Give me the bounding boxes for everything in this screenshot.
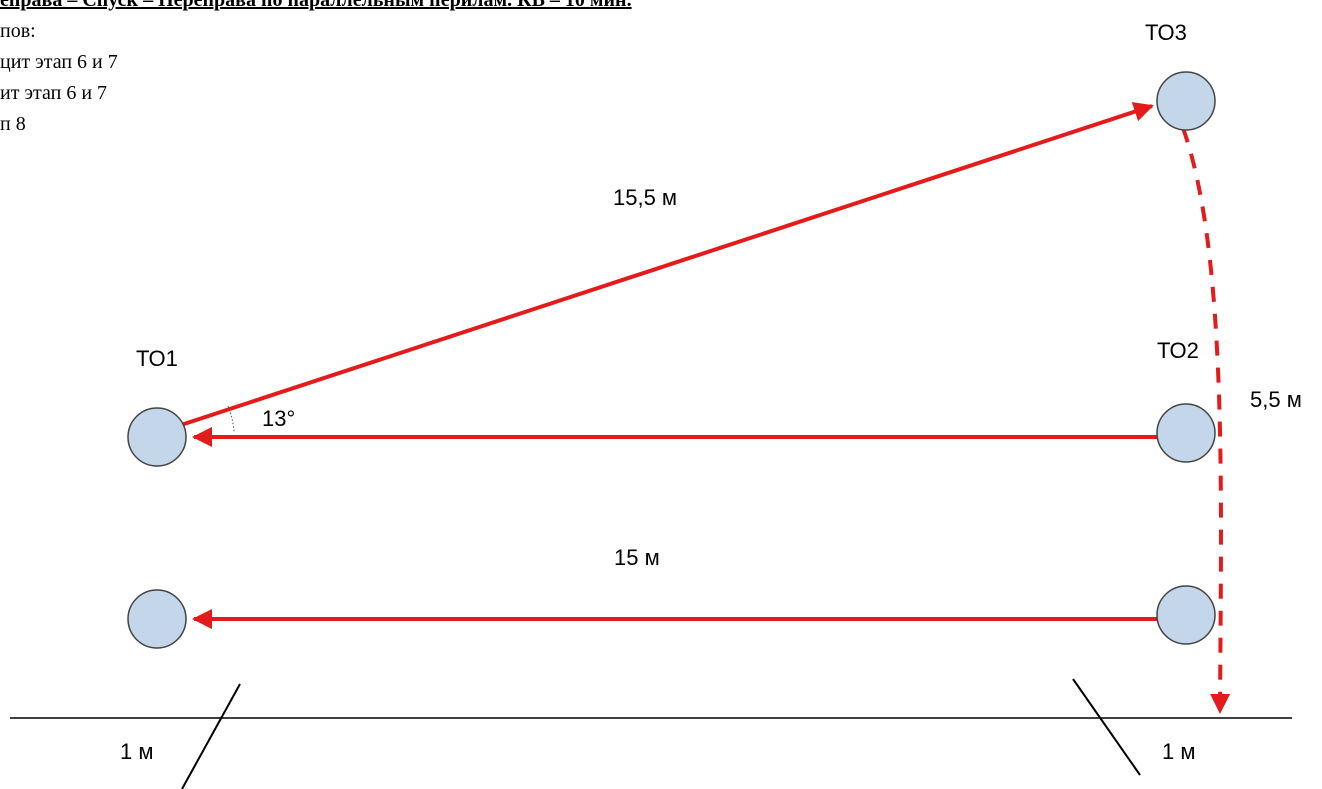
lower-right-node [1156, 585, 1216, 645]
task-line-1: пов: [0, 20, 36, 42]
right-offset-label: 1 м [1162, 739, 1195, 764]
task-line-3: ит этап 6 и 7 [0, 82, 108, 104]
task-line-4: п 8 [0, 113, 26, 135]
task-title: еправа – Спуск – Переправа по параллельн… [0, 0, 632, 11]
task-line-2: цит этап 6 и 7 [0, 51, 118, 73]
lower-left-node [127, 589, 187, 649]
left-offset-label: 1 м [120, 739, 153, 764]
diagonal-rope-arrow [180, 102, 1154, 427]
task-header: еправа – Спуск – Переправа по параллельн… [0, 0, 632, 140]
to3-node [1156, 71, 1216, 131]
angle-label: 13° [262, 406, 295, 431]
to1-node [127, 407, 187, 467]
horizontal-length-label: 15 м [614, 545, 660, 570]
to1-label: ТО1 [136, 346, 178, 371]
right-offset-marker [1072, 678, 1141, 776]
diagonal-length-label: 15,5 м [613, 185, 677, 210]
to2-node [1156, 403, 1216, 463]
to2-label: ТО2 [1157, 338, 1199, 363]
vertical-length-label: 5,5 м [1250, 387, 1302, 412]
left-offset-marker [181, 683, 241, 789]
descent-dashed-rope-arrow [1181, 127, 1231, 714]
to3-label: ТО3 [1145, 20, 1187, 45]
